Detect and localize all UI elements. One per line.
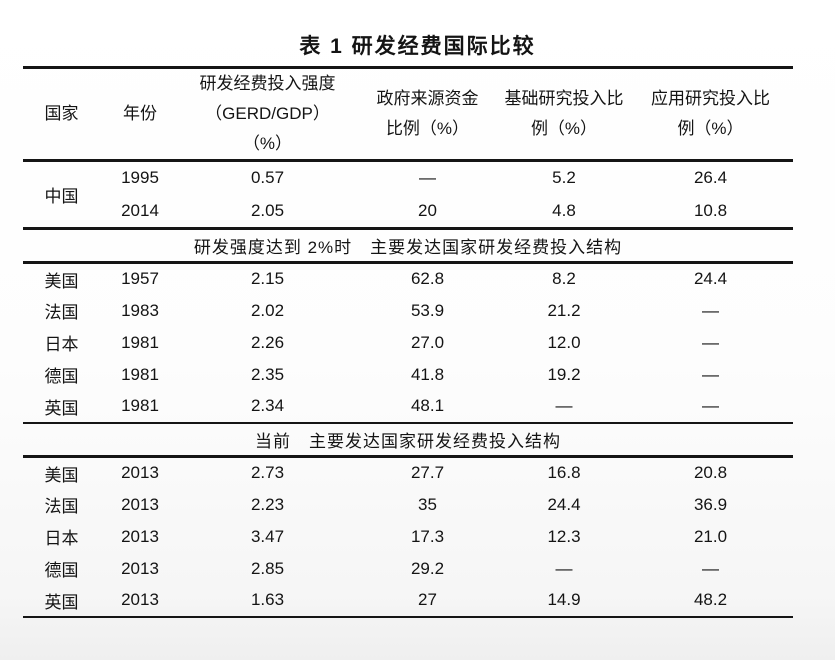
cell-year: 2013: [121, 494, 159, 514]
cell-basic: 21.2: [547, 300, 581, 320]
cell-basic: 4.8: [500, 194, 628, 230]
table-row: 美国 2013 2.73 27.7 16.8 20.8: [23, 457, 793, 489]
cell-applied: —: [628, 390, 793, 424]
table-row: 2014 2.05 20 4.8 10.8: [23, 194, 793, 230]
cell-gov: 27.7: [410, 463, 445, 483]
cell-basic: —: [555, 558, 573, 578]
cell-year: 1981: [100, 390, 180, 424]
cell-basic: 12.0: [547, 332, 581, 352]
cell-gerd: 2.23: [250, 494, 285, 514]
col-header-gerd-intensity: 研发经费投入强度 （GERD/GDP） （%）: [180, 67, 355, 162]
table-row: 美国 1957 2.15 62.8 8.2 24.4: [23, 263, 793, 295]
cell-gov: 41.8: [410, 364, 445, 384]
table-row: 英国 1981 2.34 48.1 — —: [23, 390, 793, 424]
cell-country: 德国: [44, 561, 79, 580]
cell-basic: 16.8: [547, 463, 581, 483]
cell-gov: 27.0: [410, 332, 445, 352]
cell-gov: 53.9: [410, 300, 445, 320]
cell-year: 2013: [121, 590, 159, 609]
cell-country: 日本: [44, 529, 79, 548]
cell-country: 法国: [44, 303, 79, 322]
cell-year: 2014: [100, 194, 180, 230]
cell-basic: —: [500, 390, 628, 424]
cell-applied: —: [702, 300, 719, 320]
cell-applied: 20.8: [693, 463, 728, 483]
rd-comparison-table: 国家 年份 研发经费投入强度 （GERD/GDP） （%） 政府来源资金 比例（…: [23, 66, 793, 618]
cell-applied: 24.4: [693, 269, 728, 289]
cell-gov: 27: [418, 590, 437, 609]
table-row: 法国 1983 2.02 53.9 21.2 —: [23, 295, 793, 327]
cell-gerd: 2.85: [250, 558, 285, 578]
cell-basic: 24.4: [547, 494, 581, 514]
cell-country: 英国: [23, 390, 100, 424]
header-row: 国家 年份 研发经费投入强度 （GERD/GDP） （%） 政府来源资金 比例（…: [23, 67, 793, 162]
col-header-applied-research: 应用研究投入比 例（%）: [628, 67, 793, 162]
cell-applied: 26.4: [693, 168, 728, 188]
section-header-row: 当前 主要发达国家研发经费投入结构: [23, 422, 793, 458]
cell-year: 1995: [121, 168, 159, 188]
cell-gerd: 2.35: [250, 364, 285, 384]
cell-gerd: 2.05: [180, 194, 355, 230]
section-header-label: 研发强度达到 2%时 主要发达国家研发经费投入结构: [23, 228, 793, 264]
section-header-label: 当前 主要发达国家研发经费投入结构: [23, 422, 793, 458]
cell-gov: 35: [418, 494, 437, 514]
cell-year: 1981: [121, 332, 159, 352]
table-row: 日本 1981 2.26 27.0 12.0 —: [23, 327, 793, 359]
cell-country: 德国: [44, 367, 79, 386]
cell-gerd: 0.57: [250, 168, 285, 188]
cell-gerd: 2.73: [250, 463, 285, 483]
table-row: 日本 2013 3.47 17.3 12.3 21.0: [23, 521, 793, 553]
cell-applied: —: [702, 558, 719, 578]
cell-year: 2013: [121, 526, 159, 546]
cell-basic: 12.3: [547, 526, 581, 546]
cell-year: 2013: [121, 558, 159, 578]
cell-applied: —: [702, 332, 719, 352]
cell-gerd: 2.34: [180, 390, 355, 424]
cell-gov: 17.3: [410, 526, 445, 546]
cell-year: 1983: [121, 300, 159, 320]
cell-year: 1957: [121, 269, 159, 289]
col-header-gov-funding: 政府来源资金 比例（%）: [355, 67, 500, 162]
cell-country: 美国: [44, 271, 79, 291]
cell-gov: 29.2: [410, 558, 445, 578]
cell-gov: 20: [355, 194, 500, 230]
cell-country: 日本: [44, 335, 79, 354]
cell-applied: 21.0: [693, 526, 728, 546]
cell-country: 美国: [44, 465, 79, 485]
col-header-year: 年份: [100, 67, 180, 162]
table-row: 德国 2013 2.85 29.2 — —: [23, 553, 793, 585]
col-header-country: 国家: [23, 67, 100, 162]
cell-country: 中国: [23, 160, 100, 230]
cell-gerd: 2.26: [250, 332, 285, 352]
cell-gov: 48.1: [355, 390, 500, 424]
cell-country: 法国: [44, 497, 79, 516]
cell-basic: 14.9: [547, 590, 581, 609]
cell-gerd: 3.47: [250, 526, 285, 546]
cell-gerd: 2.15: [250, 269, 285, 289]
table-row: 法国 2013 2.23 35 24.4 36.9: [23, 489, 793, 521]
cell-applied: 48.2: [693, 590, 728, 609]
table-row: 德国 1981 2.35 41.8 19.2 —: [23, 359, 793, 391]
cell-year: 1981: [121, 364, 159, 384]
cell-country: 英国: [44, 592, 79, 612]
cell-applied: —: [702, 364, 719, 384]
table-title: 表 1 研发经费国际比较: [299, 35, 536, 58]
section-header-row: 研发强度达到 2%时 主要发达国家研发经费投入结构: [23, 228, 793, 264]
cell-basic: 5.2: [552, 168, 576, 188]
cell-gov: —: [419, 168, 436, 188]
cell-gerd: 2.02: [250, 300, 285, 320]
col-header-basic-research: 基础研究投入比 例（%）: [500, 67, 628, 162]
cell-basic: 19.2: [547, 364, 581, 384]
table-row: 英国 2013 1.63 27 14.9 48.2: [23, 585, 793, 617]
cell-applied: 36.9: [693, 494, 728, 514]
table-row: 中国 1995 0.57 — 5.2 26.4: [23, 160, 793, 230]
cell-applied: 10.8: [628, 194, 793, 230]
cell-gerd: 1.63: [250, 590, 285, 609]
cell-basic: 8.2: [552, 269, 576, 289]
cell-gov: 62.8: [410, 269, 445, 289]
cell-year: 2013: [121, 463, 159, 483]
